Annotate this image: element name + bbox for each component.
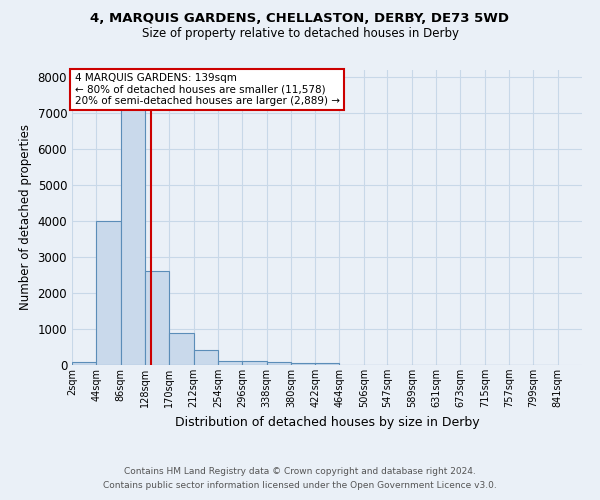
Bar <box>315 363 340 365</box>
Bar <box>291 363 315 365</box>
Bar <box>169 332 194 365</box>
Text: 4 MARQUIS GARDENS: 139sqm
← 80% of detached houses are smaller (11,578)
20% of s: 4 MARQUIS GARDENS: 139sqm ← 80% of detac… <box>74 73 340 106</box>
Bar <box>242 362 266 365</box>
Bar <box>266 362 291 365</box>
Bar <box>121 95 145 365</box>
Y-axis label: Number of detached properties: Number of detached properties <box>19 124 32 310</box>
Bar <box>72 362 97 365</box>
Bar <box>218 360 242 365</box>
Text: Contains public sector information licensed under the Open Government Licence v3: Contains public sector information licen… <box>103 481 497 490</box>
X-axis label: Distribution of detached houses by size in Derby: Distribution of detached houses by size … <box>175 416 479 428</box>
Text: 4, MARQUIS GARDENS, CHELLASTON, DERBY, DE73 5WD: 4, MARQUIS GARDENS, CHELLASTON, DERBY, D… <box>91 12 509 26</box>
Bar <box>97 221 121 365</box>
Text: Contains HM Land Registry data © Crown copyright and database right 2024.: Contains HM Land Registry data © Crown c… <box>124 467 476 476</box>
Bar <box>145 272 169 365</box>
Bar <box>194 350 218 365</box>
Text: Size of property relative to detached houses in Derby: Size of property relative to detached ho… <box>142 28 458 40</box>
